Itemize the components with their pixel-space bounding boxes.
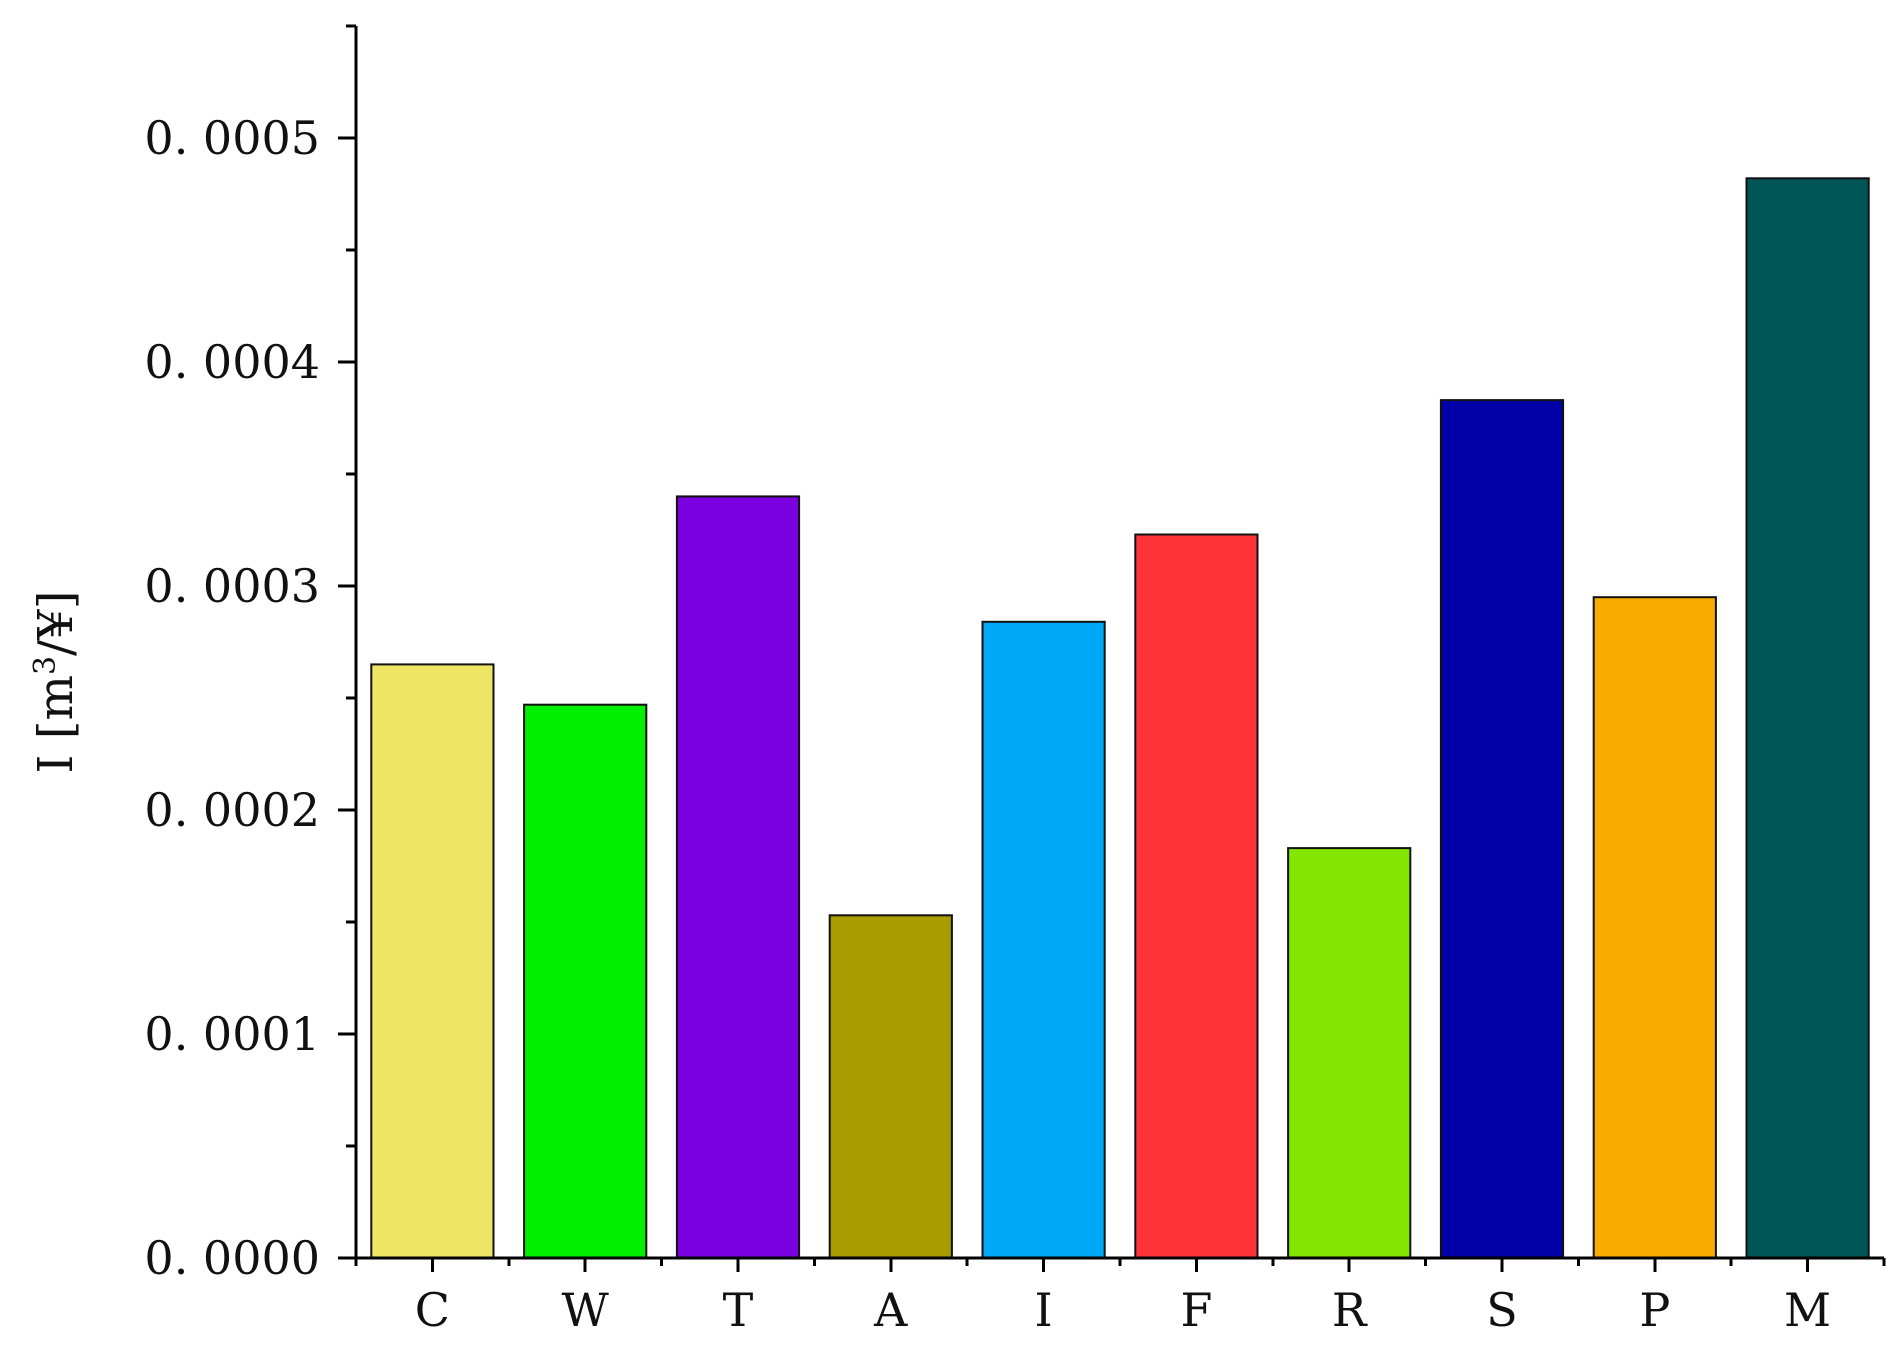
x-tick-label-a: A (873, 1283, 908, 1337)
bar-s (1439, 399, 1565, 1260)
x-tick-label-f: F (1180, 1283, 1212, 1337)
bar-p (1592, 596, 1717, 1259)
y-tick-label: 0. 0003 (144, 559, 320, 613)
y-tick-label: 0. 0004 (144, 335, 320, 389)
y-tick-label: 0. 0002 (144, 783, 320, 837)
y-tick-label: 0. 0005 (144, 111, 320, 165)
x-tick-label-m: M (1784, 1283, 1831, 1337)
x-tick-label-i: I (1035, 1283, 1053, 1337)
bars-layer (370, 177, 1870, 1260)
bar-r (1287, 847, 1412, 1259)
x-tick-label-c: C (415, 1283, 450, 1337)
ticks-layer (338, 24, 1886, 1272)
x-tick-label-r: R (1332, 1283, 1368, 1337)
bar-f (1134, 533, 1259, 1259)
bar-c (370, 663, 495, 1259)
y-axis-title-suffix: /¥] (28, 591, 84, 656)
labels-layer: C W T A I F R S P M 0. 0000 0. 0001 0. 0002 0. 0003 0.… (144, 111, 1831, 1337)
y-tick-label: 0. 0001 (144, 1007, 320, 1061)
x-tick-label-t: T (723, 1283, 754, 1337)
x-tick-label-w: W (562, 1283, 610, 1337)
bar-i (981, 620, 1106, 1259)
bar-m (1745, 177, 1870, 1259)
bar-w (523, 703, 648, 1259)
y-axis-title: I [m3/¥] (28, 591, 85, 774)
y-tick-label: 0. 0000 (144, 1231, 320, 1285)
x-tick-label-s: S (1486, 1283, 1518, 1337)
bar-a (828, 914, 953, 1259)
bar-t (675, 495, 801, 1259)
y-axis-title-superscript: 3 (28, 656, 63, 675)
y-axis-title-prefix: I [m (28, 675, 84, 773)
x-tick-label-p: P (1639, 1283, 1670, 1337)
